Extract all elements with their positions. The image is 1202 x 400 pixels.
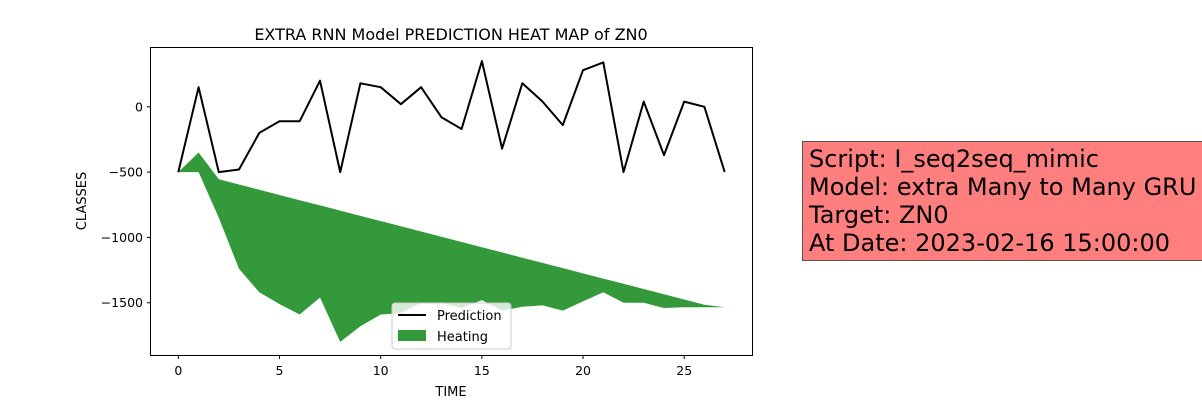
legend-prediction-label: Prediction [437, 309, 502, 324]
x-tick-label: 20 [575, 363, 591, 378]
x-tick-label: 15 [474, 363, 490, 378]
x-tick-label: 10 [373, 363, 389, 378]
x-tick-label: 25 [676, 363, 692, 378]
y-tick-label: −1000 [101, 230, 143, 245]
x-axis-label: TIME [434, 385, 466, 400]
y-axis-label: CLASSES [75, 172, 90, 230]
legend: Prediction Heating [391, 302, 512, 350]
y-tick-label: −500 [109, 165, 143, 180]
x-tick-label: 5 [276, 363, 284, 378]
y-tick-label: −1500 [101, 295, 143, 310]
y-tick-label: 0 [135, 99, 143, 114]
y-axis: 0 −500 −1000 −1500 [101, 99, 151, 310]
info-date: At Date: 2023-02-16 15:00:00 [809, 229, 1171, 257]
legend-heating-label: Heating [437, 330, 488, 345]
plot-area [177, 60, 726, 342]
x-tick-label: 0 [174, 363, 182, 378]
info-box: Script: I_seq2seq_mimic Model: extra Man… [802, 141, 1202, 261]
x-axis: 0 5 10 15 20 25 [174, 355, 692, 378]
chart-title: EXTRA RNN Model PREDICTION HEAT MAP of Z… [254, 25, 647, 44]
prediction-line [177, 60, 726, 174]
info-model: Model: extra Many to Many GRU [809, 173, 1197, 201]
info-target: Target: ZN0 [809, 201, 949, 229]
info-script: Script: I_seq2seq_mimic [809, 145, 1099, 173]
axes-frame [150, 47, 753, 356]
chart: EXTRA RNN Model PREDICTION HEAT MAP of Z… [75, 25, 753, 400]
heating-area [178, 152, 725, 342]
legend-heating-swatch [398, 330, 426, 341]
